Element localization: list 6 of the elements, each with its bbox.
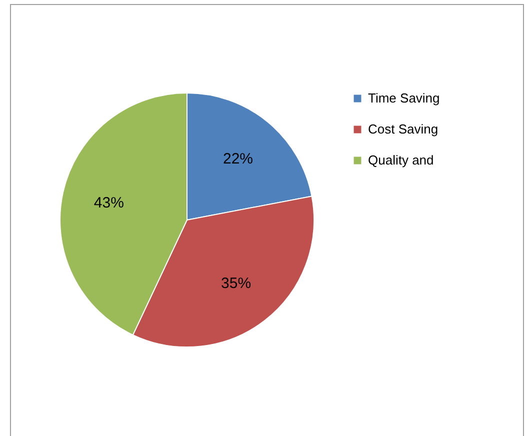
data-label: 22% [222,150,254,168]
legend-label: Quality and [368,152,434,168]
legend-label: Cost Saving [368,122,438,136]
legend-label: Time Saving [368,90,440,106]
data-label: 35% [221,275,252,292]
data-label: 43% [94,194,124,212]
